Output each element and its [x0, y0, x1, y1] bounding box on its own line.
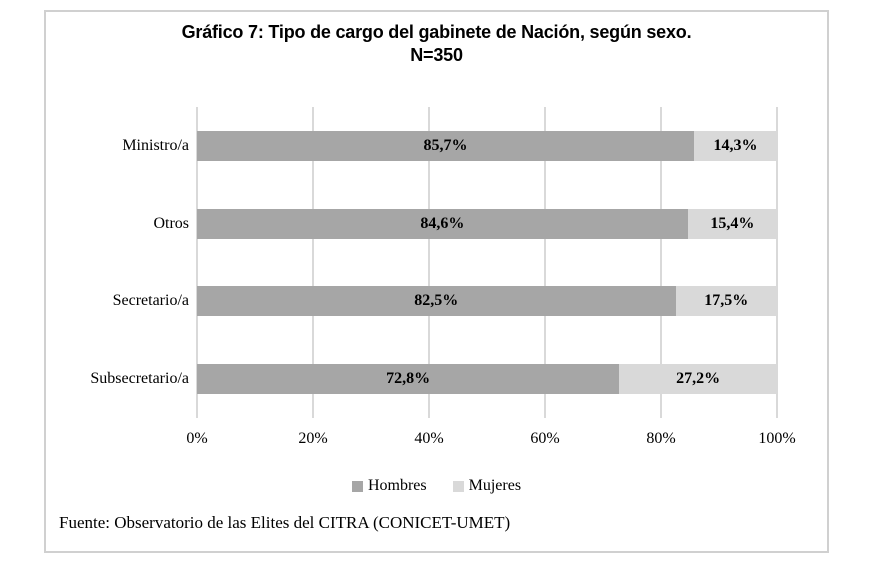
value-label-mujeres: 15,4%	[710, 214, 755, 232]
x-tick-label: 0%	[186, 430, 208, 447]
segment-hombres: 82,5%	[197, 286, 676, 317]
legend-label-mujeres: Mujeres	[468, 477, 522, 494]
stacked-bar: 72,8% 27,2%	[197, 364, 777, 395]
gridline	[196, 107, 198, 418]
gridline	[544, 107, 546, 418]
segment-mujeres: 17,5%	[675, 286, 777, 317]
plot-area: Ministro/a 85,7% 14,3% Otros 84,6%	[90, 107, 778, 418]
category-label: Ministro/a	[122, 136, 189, 154]
x-tick-label: 60%	[530, 430, 560, 447]
category-label: Subsecretario/a	[90, 370, 189, 388]
segment-mujeres: 27,2%	[619, 364, 777, 395]
bar-row-otros: Otros 84,6% 15,4%	[153, 185, 777, 263]
value-label-mujeres: 27,2%	[676, 370, 721, 388]
x-axis: 0% 20% 40% 60% 80% 100%	[186, 428, 795, 450]
bar-row-secretario: Secretario/a 82,5% 17,5%	[113, 263, 777, 341]
value-label-mujeres: 14,3%	[713, 136, 758, 154]
bar-row-ministro: Ministro/a 85,7% 14,3%	[122, 107, 777, 185]
legend-marker-hombres-icon	[351, 480, 363, 492]
gridline	[776, 107, 778, 418]
chart-title-line1: Gráfico 7: Tipo de cargo del gabinete de…	[181, 22, 692, 42]
chart-frame: Gráfico 7: Tipo de cargo del gabinete de…	[44, 10, 829, 553]
chart-title: Gráfico 7: Tipo de cargo del gabinete de…	[46, 21, 827, 67]
value-label-hombres: 72,8%	[386, 370, 431, 388]
category-label: Secretario/a	[112, 292, 189, 310]
bar-rows: Ministro/a 85,7% 14,3% Otros 84,6%	[90, 107, 777, 418]
legend-item-mujeres: Mujeres	[452, 477, 522, 495]
gridline	[660, 107, 662, 418]
bar-row-subsecretario: Subsecretario/a 72,8% 27,2%	[90, 340, 777, 418]
segment-mujeres: 15,4%	[687, 208, 777, 239]
stacked-bar: 82,5% 17,5%	[197, 286, 777, 317]
x-tick-label: 40%	[414, 430, 444, 447]
gridline	[312, 107, 314, 418]
legend-marker-mujeres-icon	[452, 480, 464, 492]
segment-mujeres: 14,3%	[694, 130, 777, 161]
stacked-bar: 84,6% 15,4%	[197, 208, 777, 239]
value-label-hombres: 85,7%	[423, 136, 468, 154]
stacked-bar: 85,7% 14,3%	[197, 130, 777, 161]
gridline	[428, 107, 430, 418]
value-label-hombres: 84,6%	[420, 214, 465, 232]
segment-hombres: 85,7%	[197, 130, 695, 161]
x-tick-label: 20%	[298, 430, 328, 447]
segment-hombres: 72,8%	[197, 364, 620, 395]
category-label: Otros	[153, 214, 189, 232]
legend-label-hombres: Hombres	[367, 477, 427, 494]
legend-item-hombres: Hombres	[351, 477, 427, 495]
source-note: Fuente: Observatorio de las Elites del C…	[59, 513, 511, 532]
chart-title-line2: N=350	[410, 45, 463, 65]
x-tick-label: 80%	[646, 430, 676, 447]
legend: Hombres Mujeres	[46, 477, 827, 495]
value-label-hombres: 82,5%	[414, 292, 459, 310]
x-tick-label: 100%	[758, 430, 796, 447]
segment-hombres: 84,6%	[197, 208, 688, 239]
value-label-mujeres: 17,5%	[704, 292, 749, 310]
